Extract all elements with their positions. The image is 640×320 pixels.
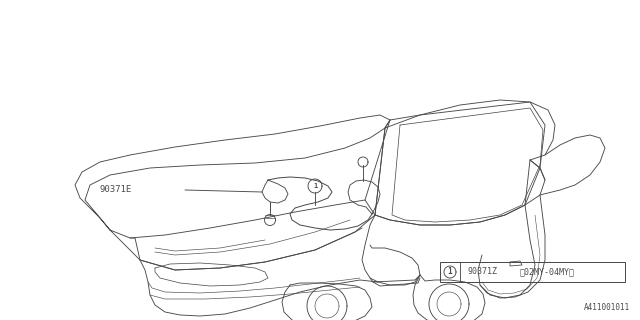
Text: 90371E: 90371E: [100, 186, 132, 195]
Text: 1: 1: [313, 183, 317, 189]
Text: （02MY-04MY）: （02MY-04MY）: [520, 268, 575, 276]
Text: 1: 1: [448, 268, 452, 276]
Text: A411001011: A411001011: [584, 303, 630, 312]
Text: 90371Z: 90371Z: [467, 268, 497, 276]
Bar: [440, 262, 625, 282]
